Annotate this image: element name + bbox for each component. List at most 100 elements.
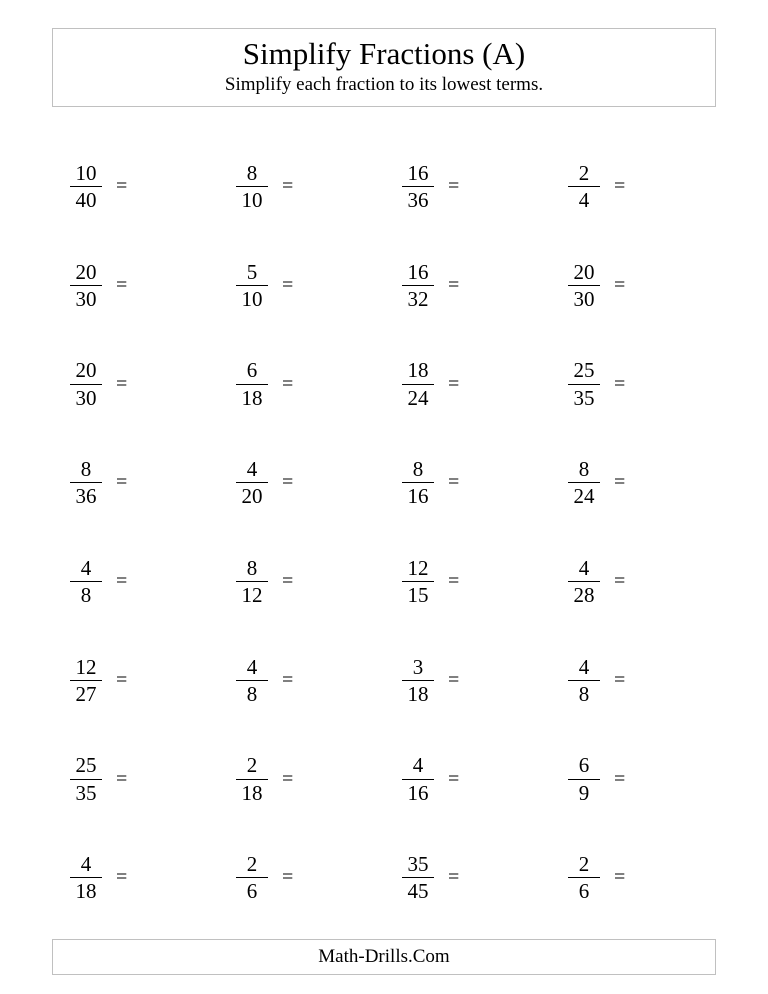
fraction: 816: [402, 457, 434, 508]
footer-text: Math-Drills.Com: [318, 946, 449, 967]
problem-cell: 1636 =: [384, 137, 550, 236]
equals-sign: =: [116, 570, 127, 593]
fraction: 26: [236, 852, 268, 903]
denominator: 24: [402, 384, 434, 410]
problem-cell: 510=: [218, 236, 384, 335]
equals-sign: =: [116, 373, 127, 396]
denominator: 4: [568, 186, 600, 212]
denominator: 30: [568, 285, 600, 311]
fraction: 218: [236, 753, 268, 804]
fraction: 2030: [70, 358, 102, 409]
numerator: 4: [244, 457, 261, 482]
equals-sign: =: [282, 570, 293, 593]
fraction: 1040: [70, 161, 102, 212]
numerator: 3: [410, 655, 427, 680]
denominator: 16: [402, 779, 434, 805]
fraction: 1632: [402, 260, 434, 311]
problem-cell: 2030 =: [52, 335, 218, 434]
fraction: 318: [402, 655, 434, 706]
denominator: 12: [236, 581, 268, 607]
equals-sign: =: [614, 768, 625, 791]
problem-cell: 2535 =: [550, 335, 716, 434]
fraction: 824: [568, 457, 600, 508]
numerator: 16: [405, 260, 432, 285]
denominator: 10: [236, 186, 268, 212]
equals-sign: =: [448, 570, 459, 593]
denominator: 28: [568, 581, 600, 607]
denominator: 35: [70, 779, 102, 805]
denominator: 8: [236, 680, 268, 706]
equals-sign: =: [282, 669, 293, 692]
numerator: 2: [244, 753, 261, 778]
denominator: 36: [402, 186, 434, 212]
equals-sign: =: [614, 570, 625, 593]
problem-cell: 420=: [218, 433, 384, 532]
problem-cell: 48 =: [52, 532, 218, 631]
numerator: 12: [73, 655, 100, 680]
fraction: 416: [402, 753, 434, 804]
problem-cell: 836=: [52, 433, 218, 532]
fraction: 618: [236, 358, 268, 409]
footer-box: Math-Drills.Com: [52, 939, 716, 975]
numerator: 2: [244, 852, 261, 877]
problem-cell: 816=: [384, 433, 550, 532]
denominator: 18: [236, 779, 268, 805]
problem-cell: 26=: [550, 828, 716, 927]
problem-cell: 26=: [218, 828, 384, 927]
problem-cell: 418=: [52, 828, 218, 927]
fraction: 428: [568, 556, 600, 607]
denominator: 6: [568, 877, 600, 903]
equals-sign: =: [614, 175, 625, 198]
denominator: 27: [70, 680, 102, 706]
problem-cell: 810=: [218, 137, 384, 236]
numerator: 8: [410, 457, 427, 482]
equals-sign: =: [116, 175, 127, 198]
denominator: 36: [70, 482, 102, 508]
numerator: 25: [571, 358, 598, 383]
numerator: 5: [244, 260, 261, 285]
numerator: 4: [78, 556, 95, 581]
numerator: 8: [78, 457, 95, 482]
fraction: 24: [568, 161, 600, 212]
equals-sign: =: [282, 274, 293, 297]
numerator: 25: [73, 753, 100, 778]
denominator: 18: [236, 384, 268, 410]
equals-sign: =: [116, 669, 127, 692]
problem-cell: 318=: [384, 631, 550, 730]
numerator: 4: [78, 852, 95, 877]
numerator: 20: [73, 358, 100, 383]
problem-cell: 1040 =: [52, 137, 218, 236]
problem-grid: 1040=810=1636=24=2030=510=1632=2030=2030…: [52, 137, 716, 927]
numerator: 18: [405, 358, 432, 383]
fraction: 2535: [70, 753, 102, 804]
equals-sign: =: [282, 768, 293, 791]
fraction: 812: [236, 556, 268, 607]
equals-sign: =: [282, 373, 293, 396]
fraction: 2535: [568, 358, 600, 409]
fraction: 1215: [402, 556, 434, 607]
denominator: 45: [402, 877, 434, 903]
denominator: 20: [236, 482, 268, 508]
denominator: 18: [402, 680, 434, 706]
fraction: 3545: [402, 852, 434, 903]
problem-cell: 1632=: [384, 236, 550, 335]
fraction: 48: [70, 556, 102, 607]
fraction: 2030: [568, 260, 600, 311]
numerator: 35: [405, 852, 432, 877]
equals-sign: =: [614, 471, 625, 494]
equals-sign: =: [448, 175, 459, 198]
fraction: 69: [568, 753, 600, 804]
denominator: 35: [568, 384, 600, 410]
numerator: 6: [576, 753, 593, 778]
fraction: 836: [70, 457, 102, 508]
problem-cell: 2535 =: [52, 730, 218, 829]
denominator: 8: [70, 581, 102, 607]
fraction: 810: [236, 161, 268, 212]
equals-sign: =: [116, 768, 127, 791]
numerator: 16: [405, 161, 432, 186]
equals-sign: =: [448, 373, 459, 396]
equals-sign: =: [614, 274, 625, 297]
numerator: 8: [244, 556, 261, 581]
equals-sign: =: [614, 373, 625, 396]
denominator: 8: [568, 680, 600, 706]
